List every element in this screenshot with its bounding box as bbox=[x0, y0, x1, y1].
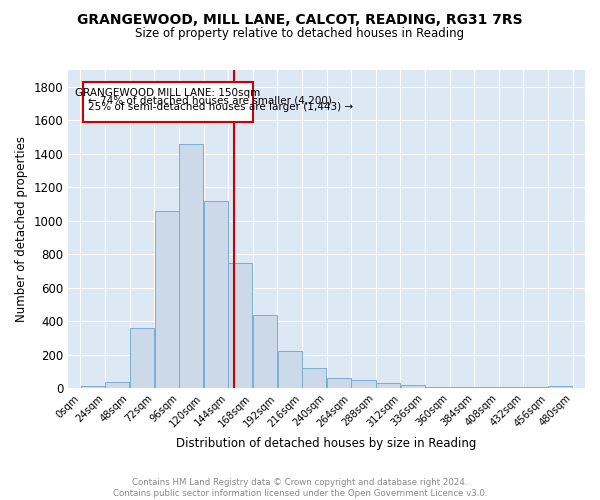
Bar bbox=[376, 383, 400, 388]
Bar bbox=[253, 316, 277, 388]
Bar bbox=[155, 210, 179, 388]
Text: GRANGEWOOD MILL LANE: 150sqm: GRANGEWOOD MILL LANE: 150sqm bbox=[75, 88, 260, 99]
Bar bbox=[81, 386, 105, 388]
Bar bbox=[302, 368, 326, 388]
Y-axis label: Number of detached properties: Number of detached properties bbox=[15, 136, 28, 322]
Text: Size of property relative to detached houses in Reading: Size of property relative to detached ho… bbox=[136, 28, 464, 40]
Bar bbox=[352, 380, 376, 388]
Bar bbox=[83, 82, 253, 122]
Text: GRANGEWOOD, MILL LANE, CALCOT, READING, RG31 7RS: GRANGEWOOD, MILL LANE, CALCOT, READING, … bbox=[77, 12, 523, 26]
Bar bbox=[327, 378, 351, 388]
Text: Contains HM Land Registry data © Crown copyright and database right 2024.
Contai: Contains HM Land Registry data © Crown c… bbox=[113, 478, 487, 498]
Bar bbox=[204, 200, 228, 388]
X-axis label: Distribution of detached houses by size in Reading: Distribution of detached houses by size … bbox=[176, 437, 477, 450]
Text: ← 74% of detached houses are smaller (4,200): ← 74% of detached houses are smaller (4,… bbox=[88, 95, 332, 105]
Bar bbox=[401, 385, 425, 388]
Text: 25% of semi-detached houses are larger (1,443) →: 25% of semi-detached houses are larger (… bbox=[88, 102, 353, 112]
Bar bbox=[229, 262, 253, 388]
Bar bbox=[179, 144, 203, 388]
Bar bbox=[278, 350, 302, 388]
Bar bbox=[106, 382, 130, 388]
Bar bbox=[130, 328, 154, 388]
Bar bbox=[548, 386, 572, 388]
